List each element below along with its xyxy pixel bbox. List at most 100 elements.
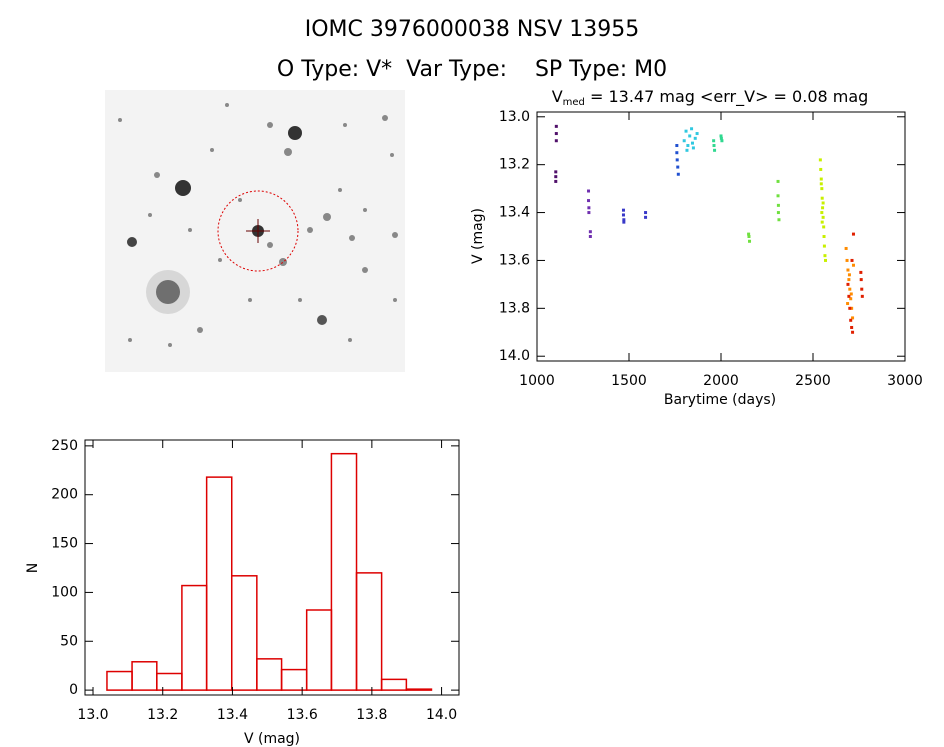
data-point (554, 132, 558, 136)
data-point (859, 270, 863, 274)
data-point (850, 325, 854, 329)
y-tick-label: 200 (51, 487, 78, 503)
data-point (822, 244, 826, 248)
x-tick-label: 13.0 (77, 707, 108, 723)
x-axis-label: V (mag) (244, 731, 300, 747)
data-point (587, 206, 591, 210)
data-point (850, 306, 854, 310)
data-point (823, 254, 827, 258)
hist-bar (230, 575, 258, 691)
hist-bar (380, 678, 408, 691)
hist-bar (205, 476, 233, 691)
data-point (719, 134, 723, 138)
data-point (851, 330, 855, 334)
hist-bar (305, 609, 333, 691)
data-point (848, 287, 852, 291)
data-point (846, 302, 850, 306)
data-point (685, 148, 689, 152)
title-main: V (552, 87, 563, 106)
data-point (720, 139, 724, 143)
data-point (860, 287, 864, 291)
hist-bar (181, 584, 208, 691)
y-tick-label: 13.4 (499, 205, 530, 221)
x-tick-label: 1000 (519, 373, 555, 389)
page-subtitle: O Type: V* Var Type: SP Type: M0 (277, 57, 667, 82)
x-tick-label: 2500 (795, 373, 831, 389)
y-tick-label: 14.0 (499, 348, 530, 364)
data-point (776, 203, 780, 207)
data-point (554, 175, 558, 179)
x-tick-label: 3000 (887, 373, 923, 389)
data-point (820, 220, 824, 224)
x-axis-label: Barytime (days) (664, 392, 776, 408)
title-rest: = 13.47 mag <err_V> = 0.08 mag (585, 87, 868, 107)
data-point (554, 124, 558, 128)
y-tick-label: 250 (51, 438, 78, 454)
y-axis-label: V (mag) (470, 208, 486, 264)
data-point (695, 132, 699, 136)
hist-bar (156, 672, 183, 691)
star-field-image (105, 90, 405, 372)
data-point (588, 235, 592, 238)
data-point (682, 139, 686, 143)
data-point (851, 316, 855, 320)
data-point (644, 211, 648, 215)
data-point (690, 127, 694, 131)
y-tick-label: 0 (69, 682, 78, 698)
data-point (819, 182, 823, 186)
data-point (587, 199, 591, 203)
data-point (686, 144, 690, 148)
data-point (621, 208, 625, 212)
hist-bar (280, 668, 308, 691)
data-point (818, 158, 822, 162)
data-point (822, 235, 826, 238)
data-point (822, 225, 826, 229)
data-point (748, 239, 752, 243)
y-tick-label: 13.6 (499, 252, 530, 268)
data-point (622, 218, 626, 222)
data-point (821, 201, 825, 205)
data-point (860, 294, 864, 298)
data-point (693, 136, 697, 140)
page-title: IOMC 3976000038 NSV 13955 (305, 17, 640, 42)
data-point (747, 232, 751, 236)
y-tick-label: 150 (51, 536, 78, 552)
plot-title: Vmed = 13.47 mag <err_V> = 0.08 mag (552, 87, 869, 109)
data-point (851, 232, 855, 236)
data-point (846, 282, 850, 286)
data-point (824, 258, 828, 262)
data-point (587, 189, 591, 193)
data-point (712, 139, 716, 143)
data-point (850, 258, 854, 262)
hist-bar (106, 670, 133, 691)
data-point (719, 136, 723, 140)
x-tick-label: 14.0 (426, 707, 457, 723)
x-tick-label: 13.2 (147, 707, 178, 723)
data-point (849, 318, 853, 322)
data-point (819, 177, 823, 181)
y-axis-label: N (25, 563, 41, 573)
data-point (554, 179, 558, 183)
data-point (819, 167, 823, 171)
data-point (675, 144, 679, 148)
data-point (676, 165, 680, 169)
data-point (712, 144, 716, 148)
y-tick-label: 13.8 (499, 300, 530, 316)
data-point (847, 278, 851, 282)
data-point (713, 148, 717, 152)
hist-bar (131, 661, 158, 691)
data-point (691, 146, 695, 150)
data-point (622, 220, 626, 224)
data-point (675, 158, 679, 162)
data-point (776, 179, 780, 183)
data-point (684, 129, 688, 133)
data-point (820, 211, 824, 215)
data-point (587, 211, 591, 215)
data-point (588, 230, 592, 234)
hist-bar (330, 452, 358, 691)
data-point (776, 194, 780, 198)
data-point (747, 235, 751, 238)
data-point (776, 211, 780, 215)
y-tick-label: 13.0 (499, 109, 530, 125)
